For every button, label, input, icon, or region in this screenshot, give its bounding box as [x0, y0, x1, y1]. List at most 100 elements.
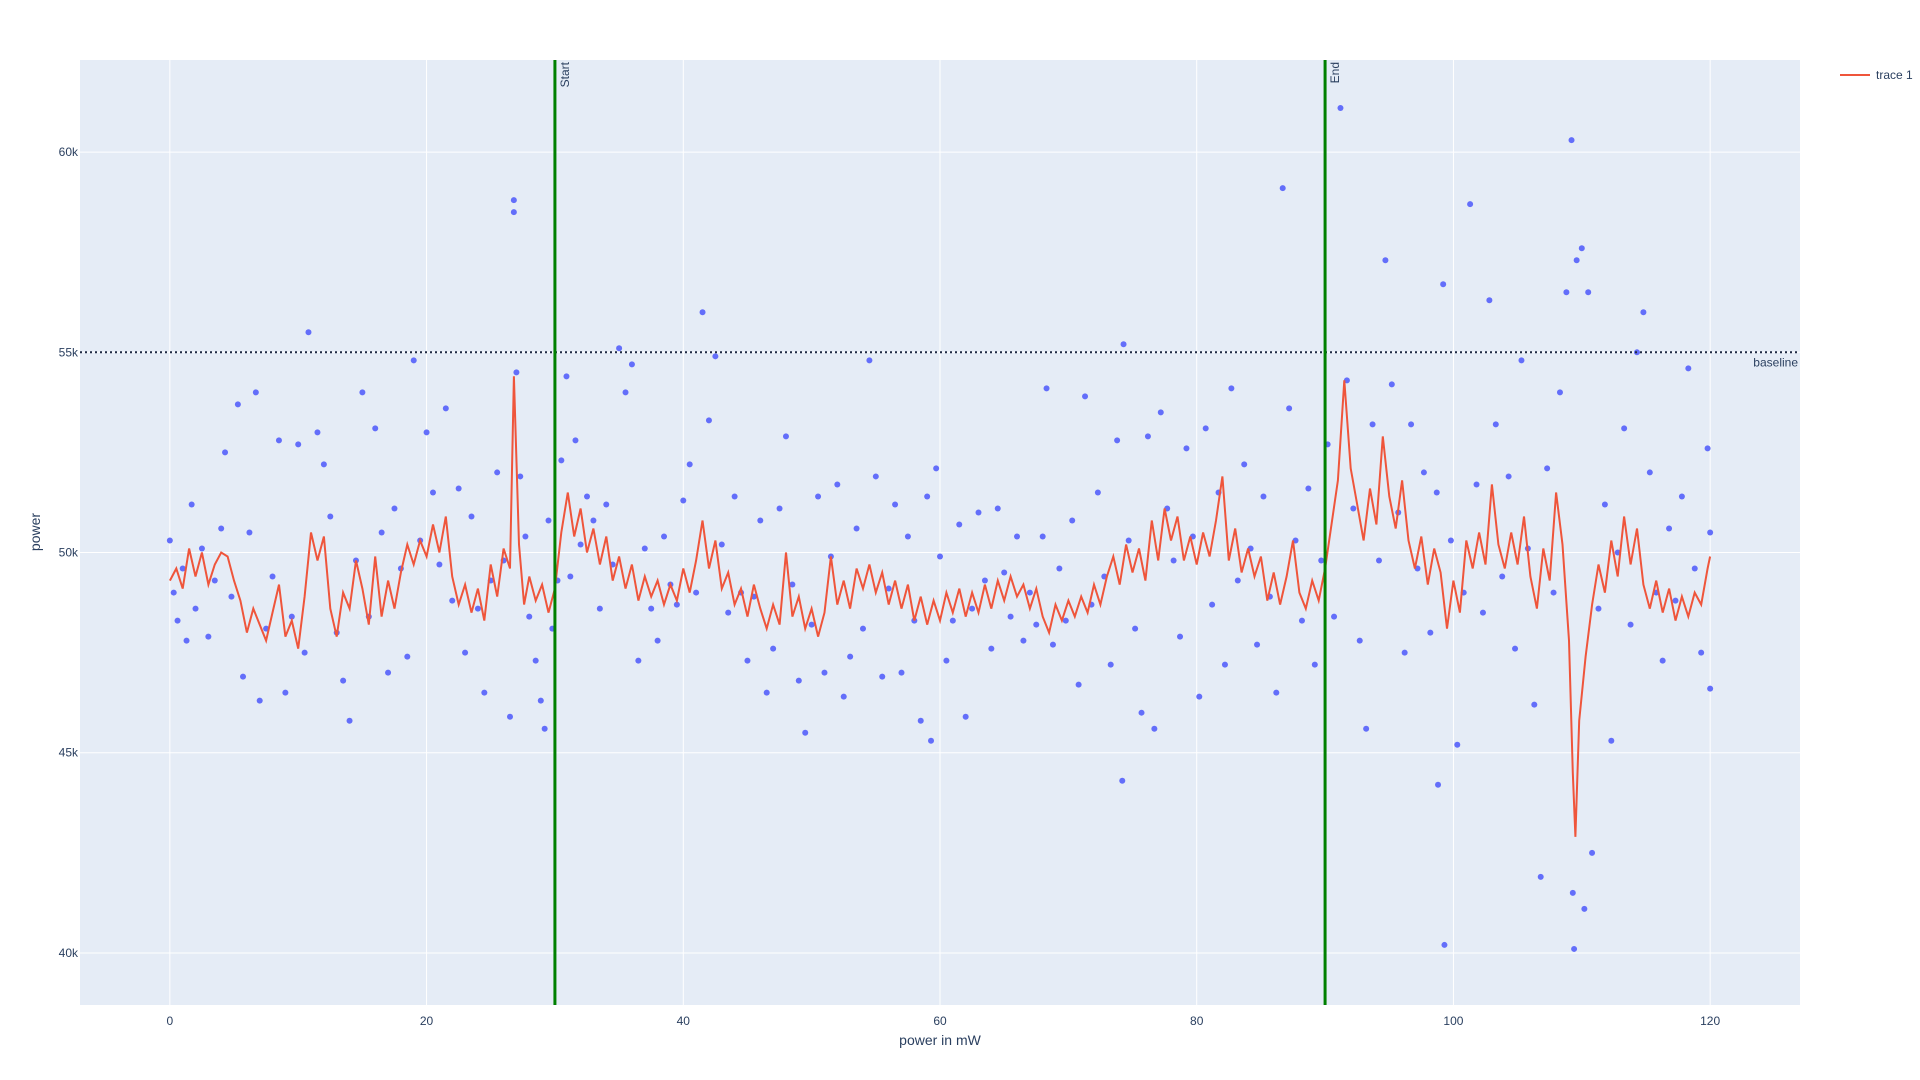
scatter-point	[866, 357, 873, 364]
scatter-point	[1279, 185, 1286, 192]
scatter-point	[494, 469, 501, 476]
scatter-point	[340, 677, 347, 684]
scatter-point	[517, 473, 524, 480]
scatter-point	[648, 605, 655, 612]
scatter-point	[1427, 629, 1434, 636]
scatter-point	[718, 541, 725, 548]
scatter-point	[1094, 489, 1101, 496]
scatter-point	[1356, 637, 1363, 644]
scatter-point	[252, 389, 259, 396]
scatter-point	[205, 633, 212, 640]
scatter-point	[1707, 529, 1714, 536]
scatter-point	[1337, 105, 1344, 112]
scatter-point	[1573, 257, 1580, 264]
scatter-point	[603, 501, 610, 508]
scatter-point	[904, 533, 911, 540]
scatter-point	[346, 717, 353, 724]
scatter-point	[222, 449, 229, 456]
scatter-point	[956, 521, 963, 528]
scatter-point	[423, 429, 430, 436]
scatter-point	[928, 737, 935, 744]
scatter-point	[635, 657, 642, 664]
scatter-point	[1672, 597, 1679, 604]
scatter-point	[981, 577, 988, 584]
scatter-point	[1241, 461, 1248, 468]
scatter-point	[725, 609, 732, 616]
scatter-point	[654, 637, 661, 644]
y-tick-label: 50k	[59, 546, 79, 560]
x-tick-label: 0	[167, 1014, 174, 1028]
scatter-point	[522, 533, 529, 540]
scatter-point	[282, 689, 289, 696]
x-tick-label: 20	[420, 1014, 434, 1028]
scatter-point	[436, 561, 443, 568]
scatter-point	[1499, 573, 1506, 580]
y-axis-title: power	[27, 513, 43, 551]
scatter-point	[879, 673, 886, 680]
scatter-point	[1569, 889, 1576, 896]
scatter-point	[1007, 613, 1014, 620]
line-series-path	[169, 376, 1712, 837]
scatter-point	[1107, 661, 1114, 668]
scatter-point	[1454, 741, 1461, 748]
scatter-point	[1441, 941, 1448, 948]
scatter-point	[1585, 289, 1592, 296]
scatter-point	[1260, 493, 1267, 500]
scatter-point	[1120, 341, 1127, 348]
scatter-point	[693, 589, 700, 596]
scatter-point	[513, 369, 520, 376]
scatter-point	[1298, 617, 1305, 624]
scatter-point	[372, 425, 379, 432]
scatter-point	[1589, 849, 1596, 856]
scatter-point	[1183, 445, 1190, 452]
scatter-point	[789, 581, 796, 588]
scatter-point	[590, 517, 597, 524]
scatter-point	[174, 617, 181, 624]
scatter-point	[1305, 485, 1312, 492]
x-tick-label: 40	[677, 1014, 691, 1028]
scatter-point	[584, 493, 591, 500]
scatter-point	[712, 353, 719, 360]
scatter-point	[327, 513, 334, 520]
scatter-point	[391, 505, 398, 512]
scatter-point	[1157, 409, 1164, 416]
scatter-point	[1531, 701, 1538, 708]
scatter-point	[1049, 641, 1056, 648]
scatter-point	[1698, 649, 1705, 656]
scatter-point	[1075, 681, 1082, 688]
scatter-point	[859, 625, 866, 632]
scatter-point	[1408, 421, 1415, 428]
scatter-point	[192, 605, 199, 612]
scatter-point	[558, 457, 565, 464]
scatter-point	[1273, 689, 1280, 696]
scatter-point	[234, 401, 241, 408]
scatter-point	[933, 465, 940, 472]
scatter-point	[295, 441, 302, 448]
scatter-point	[468, 513, 475, 520]
scatter-point	[622, 389, 629, 396]
scatter-point	[1640, 309, 1647, 316]
scatter-point	[532, 657, 539, 664]
scatter-point	[1382, 257, 1389, 264]
scatter-point	[1132, 625, 1139, 632]
scatter-point	[1069, 517, 1076, 524]
scatter-point	[1578, 245, 1585, 252]
scatter-point	[537, 697, 544, 704]
scatter-point	[449, 597, 456, 604]
scatter-point	[545, 517, 552, 524]
scatter-point	[1467, 201, 1474, 208]
scatter-point	[1254, 641, 1261, 648]
scatter-point	[507, 713, 513, 720]
scatter-point	[246, 529, 253, 536]
scatter-point	[510, 197, 517, 204]
scatter-point	[1202, 425, 1209, 432]
scatter-point	[1318, 557, 1325, 564]
scatter-point	[1691, 565, 1698, 572]
scatter-point	[1020, 637, 1027, 644]
scatter-point	[1369, 421, 1376, 428]
scatter-point	[1311, 661, 1318, 668]
y-tick-label: 40k	[59, 946, 79, 960]
scatter-point	[1563, 289, 1570, 296]
scatter-point	[782, 433, 789, 440]
scatter-point	[802, 729, 809, 736]
